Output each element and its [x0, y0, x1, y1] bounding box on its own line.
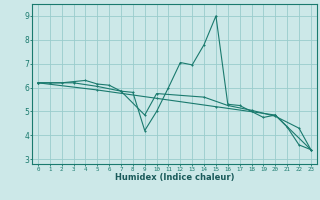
X-axis label: Humidex (Indice chaleur): Humidex (Indice chaleur) — [115, 173, 234, 182]
